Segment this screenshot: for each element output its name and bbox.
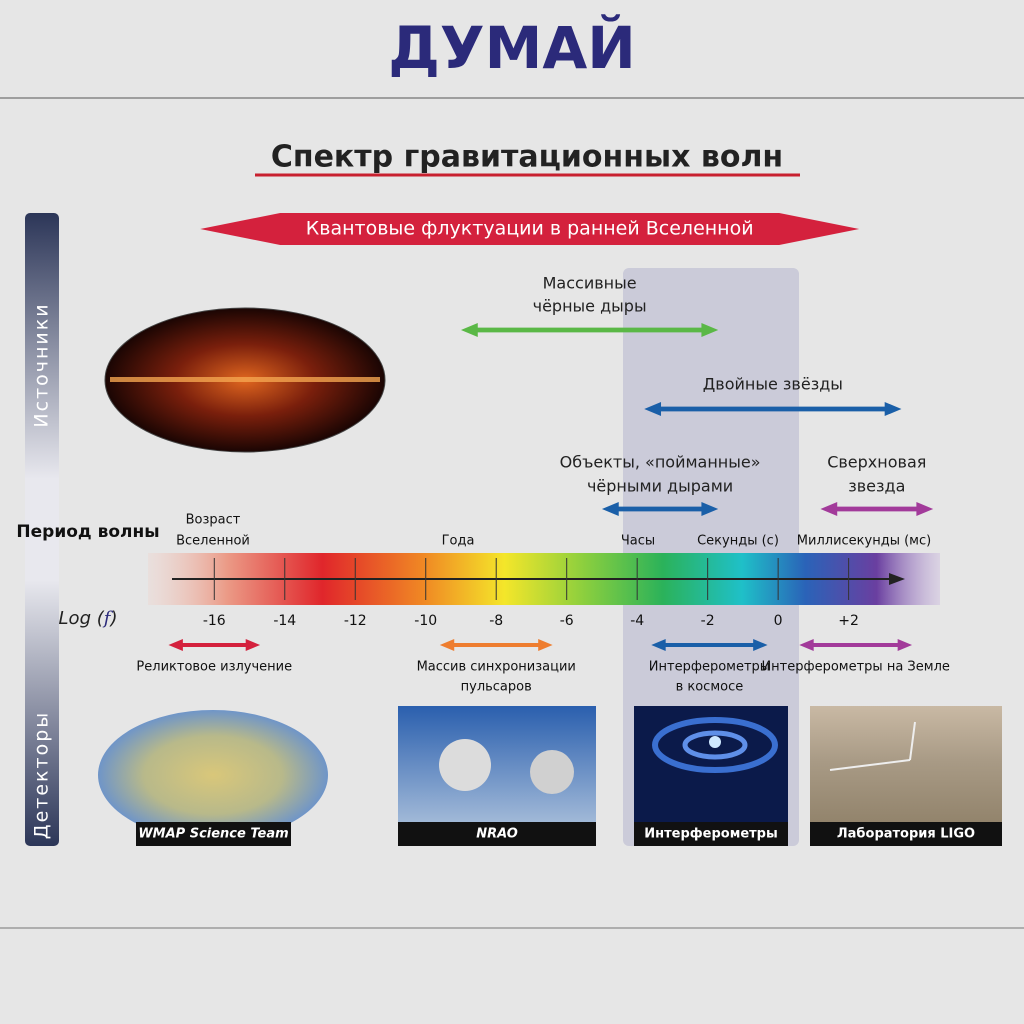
credit-label: NRAO [476,827,518,842]
source-label: чёрными дырами [587,477,733,496]
credit-bar [136,822,291,846]
arm [909,721,916,761]
dish [439,739,491,791]
credit-label: WMAP Science Team [138,827,288,842]
tick-label: -14 [273,613,296,629]
detector-label: Реликтовое излучение [136,660,292,675]
cmb-image [98,710,328,840]
detector-label: пульсаров [461,680,532,695]
side-label: Источники [31,302,53,427]
tick-label: -10 [414,613,437,629]
range-arrow [168,639,261,651]
source-label: Двойные звёзды [703,375,843,394]
wave [682,730,748,760]
tick-label: 0 [774,613,783,629]
period-label: Секунды (с) [697,534,779,549]
axis-arrow [889,573,905,585]
side-bar [25,213,59,846]
wave [652,717,778,773]
source-label: звезда [848,477,905,496]
source-label: Сверхновая [827,453,926,472]
range-arrow [820,502,934,516]
period-label: Года [442,534,475,549]
galaxy-plane [110,377,380,382]
period-label: Вселенной [176,534,250,549]
source-label: Массивные [543,274,637,293]
range-arrow [651,639,768,651]
title: Спектр гравитационных волн [271,140,783,175]
logo: ДУМАЙ [388,13,636,82]
source-label: Квантовые флуктуации в ранней Вселенной [306,218,754,240]
range-arrow [644,402,902,416]
tick-label: -16 [203,613,226,629]
detector-label: Интерферометры [649,660,770,675]
source-label: чёрные дыры [533,297,647,316]
paren: ( [97,608,105,629]
tick-label: +2 [838,613,859,629]
side-label: Детекторы [31,711,53,840]
detector-label: Массив синхронизации [417,660,576,675]
source-label: Объекты, «пойманные» [560,453,761,472]
credit-bar [810,822,1002,846]
credit-bar [634,822,788,846]
range-arrow [601,502,719,516]
tick-label: -4 [630,613,644,629]
period-label: Возраст [186,513,241,528]
range-arrow [439,639,553,651]
tick-label: -8 [489,613,503,629]
paren: ) [108,608,117,629]
dish [530,750,574,794]
detector-label: в космосе [676,680,744,695]
range-arrow [200,213,860,245]
credit-label: Интерферометры [644,827,778,842]
period-label: Миллисекунды (мс) [797,534,931,549]
source [709,736,721,748]
detector-label: Интерферометры на Земле [761,660,949,675]
credit-bar [398,822,596,846]
tick-label: -6 [560,613,574,629]
log-word: Log [59,608,91,629]
credit-label: Лаборатория LIGO [837,827,975,842]
tick-label: -12 [344,613,367,629]
range-arrow [460,323,719,337]
tick-label: -2 [701,613,715,629]
log-label: Log (f) [59,608,118,629]
range-arrow [799,639,913,651]
arm [829,759,911,771]
period-label: Часы [621,534,655,549]
axis-label: Период волны [16,522,159,542]
